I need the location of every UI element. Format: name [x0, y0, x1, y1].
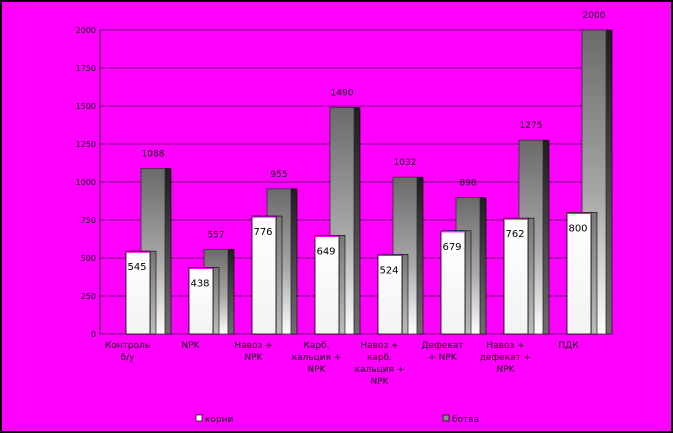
y-tick-label: 1250 [76, 140, 96, 149]
data-label-roots: 776 [253, 227, 272, 238]
legend-swatch-tops [442, 414, 450, 422]
x-category-label: Карб. кальция + NPK [292, 341, 342, 375]
y-tick-label: 750 [81, 216, 96, 225]
x-category-label: ПДК [558, 341, 579, 351]
legend: корни ботва [195, 414, 479, 425]
data-label-tops: 2000 [583, 11, 606, 21]
data-label-roots: 545 [127, 262, 146, 273]
data-label-roots: 800 [568, 223, 587, 234]
data-label-tops: 955 [270, 170, 287, 180]
data-label-roots: 762 [505, 229, 524, 240]
bar-roots [188, 267, 220, 335]
data-label-tops: 1088 [142, 150, 165, 160]
x-category-labels: Контроль б/у NPK Навоз + NPK Карб. кальция + NP… [105, 341, 579, 387]
bars: 1088 545 557 438 955 776 1490 649 1032 524 898 679 1… [125, 11, 613, 335]
data-label-roots: 649 [316, 246, 335, 257]
data-label-roots: 679 [442, 242, 461, 253]
data-label-tops: 1032 [394, 158, 417, 168]
x-category-label: Навоз + NPK [234, 341, 272, 363]
legend-label-roots: корни [205, 415, 234, 425]
bar-roots [125, 250, 157, 335]
x-category-label: NPK [181, 341, 200, 351]
y-tick-label: 0 [91, 330, 96, 339]
bar-roots [503, 217, 535, 335]
data-label-roots: 438 [190, 278, 209, 289]
data-label-tops: 1275 [520, 121, 543, 131]
bar-roots [440, 230, 472, 335]
y-tick-label: 1750 [76, 64, 96, 73]
y-tick-label: 2000 [76, 26, 96, 35]
y-tick-label: 250 [81, 292, 96, 301]
legend-swatch-roots [195, 414, 203, 422]
x-category-label: Навоз + карб. кальция + NPK [355, 341, 405, 387]
bar-roots [251, 215, 283, 335]
x-category-label: Дефекат + NPK [422, 341, 464, 363]
x-category-label: Контроль б/у [105, 341, 150, 363]
data-label-roots: 524 [379, 265, 398, 276]
bar-roots [566, 211, 598, 335]
x-category-label: Навоз + дефекат + NPK [480, 341, 532, 375]
y-tick-labels: 0 250 500 750 1000 1250 1500 1750 2000 [76, 26, 96, 339]
data-label-tops: 557 [207, 230, 224, 240]
bar-roots [377, 253, 409, 335]
y-tick-label: 1500 [76, 102, 96, 111]
bar-roots [314, 234, 346, 335]
y-tick-label: 1000 [76, 178, 96, 187]
y-tick-label: 500 [81, 254, 96, 263]
legend-label-tops: ботва [452, 415, 479, 425]
data-label-tops: 898 [459, 179, 476, 189]
data-label-tops: 1490 [331, 89, 354, 99]
